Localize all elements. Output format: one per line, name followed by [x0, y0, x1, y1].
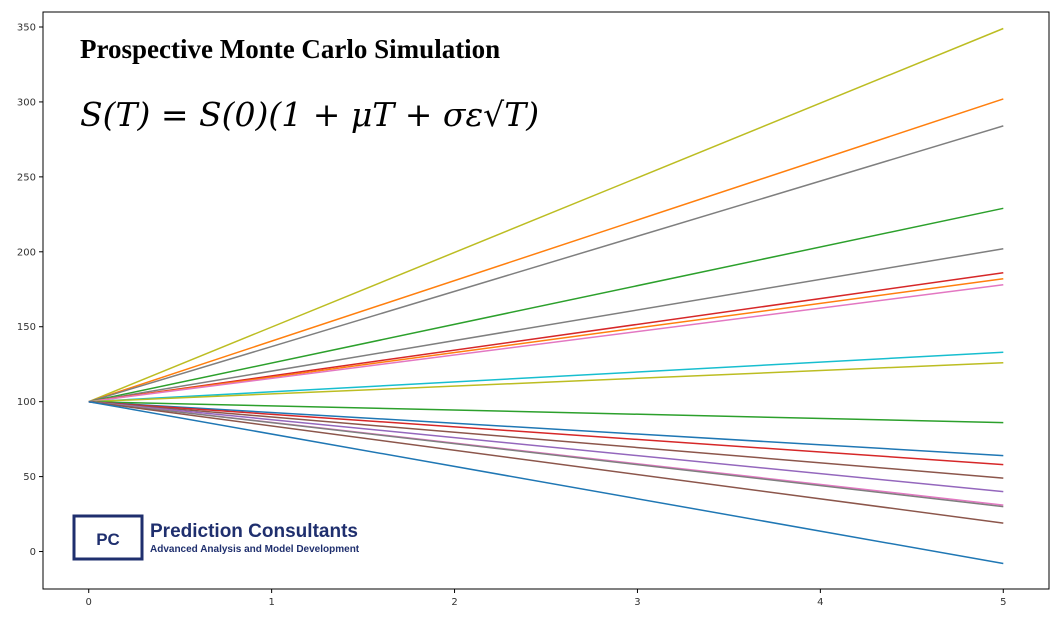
series-line-9 [88, 351, 1004, 403]
series-line-18 [88, 400, 1004, 524]
series-line-11 [88, 400, 1004, 424]
plot-frame [42, 11, 1050, 590]
y-tick-label: 100 [17, 397, 36, 408]
x-tick-label: 4 [817, 597, 823, 608]
chart-formula: S(T) = S(0)(1 + μT + σε√T) [80, 95, 539, 134]
series-line-4 [88, 207, 1004, 403]
series-line-15 [88, 400, 1004, 493]
series-line-13 [88, 400, 1004, 466]
series-line-6 [88, 272, 1004, 403]
series-line-8 [88, 284, 1004, 403]
series-line-19 [88, 400, 1004, 565]
x-tick-label: 2 [451, 597, 457, 608]
logo-company-name: Prediction Consultants [150, 521, 358, 542]
logo-mark-text: PC [96, 530, 120, 549]
x-tick-label: 5 [1000, 597, 1006, 608]
company-logo: PC Prediction Consultants Advanced Analy… [72, 514, 360, 561]
x-tick-label: 1 [268, 597, 274, 608]
y-tick-label: 200 [17, 247, 36, 258]
series-line-14 [88, 400, 1004, 479]
series-line-3 [88, 125, 1004, 403]
x-tick-label: 3 [634, 597, 640, 608]
chart-title: Prospective Monte Carlo Simulation [80, 34, 500, 64]
series-line-2 [88, 98, 1004, 403]
y-tick-label: 150 [17, 322, 36, 333]
x-axis: 0 1 2 3 4 5 [86, 589, 1006, 608]
x-tick-label: 0 [86, 597, 92, 608]
series-line-17 [88, 400, 1004, 508]
logo-tagline: Advanced Analysis and Model Development [150, 544, 360, 555]
y-tick-label: 250 [17, 172, 36, 183]
series-line-10 [88, 361, 1004, 403]
y-tick-label: 300 [17, 97, 36, 108]
series-line-7 [88, 278, 1004, 403]
series-line-1 [88, 27, 1004, 403]
y-tick-label: 350 [17, 22, 36, 33]
y-axis: 0 50 100 150 200 250 300 350 [17, 22, 43, 558]
y-tick-label: 50 [23, 472, 36, 483]
logo-mark-box [72, 514, 144, 561]
series-layer [88, 27, 1004, 565]
y-tick-label: 0 [30, 547, 36, 558]
series-line-5 [88, 248, 1004, 403]
series-line-12 [88, 400, 1004, 457]
